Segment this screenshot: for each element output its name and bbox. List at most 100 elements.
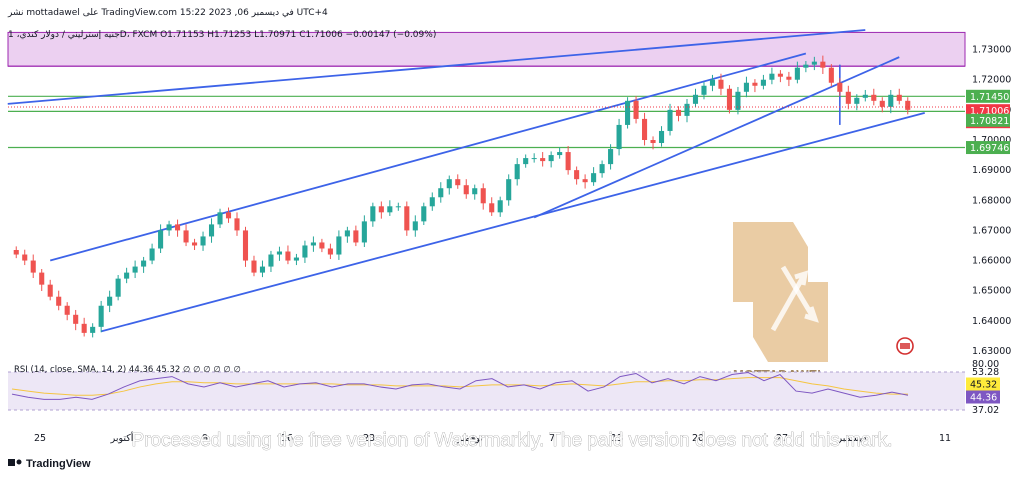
price-tick-label: 1.64000 [972,316,1011,327]
candle-body [820,61,826,68]
candle-body [582,179,588,183]
rsi-legend: RSI (14, close, SMA, 14, 2) 44.36 45.32 … [14,365,241,375]
candle-body [327,248,333,255]
trendline[interactable] [100,112,925,333]
candle-body [769,73,775,80]
candle-body [64,305,70,315]
candle-body [463,185,469,195]
candle-body [565,152,571,171]
canada-flag-icon[interactable] [896,337,914,355]
candle-body [234,218,240,231]
publish-line: نشر mottadawel على TradingView.com في دي… [7,8,328,18]
price-tick-label: 1.67000 [972,225,1011,236]
trendline[interactable] [7,29,866,105]
price-tag [966,113,1010,127]
candle-body [557,152,563,156]
candle-body [446,179,452,189]
candle-body [107,296,113,306]
price-tag-label: 1.71450 [970,92,1009,103]
candle-body [149,248,155,261]
candle-body [896,94,902,101]
candle-body [217,212,223,225]
candle-body [259,266,266,273]
candle-body [497,200,503,213]
candle-body [591,173,597,183]
candle-body [370,206,376,222]
candle-body [684,103,690,116]
candle-body [310,242,316,246]
time-tick-label: 7 [549,433,555,444]
time-tick-label: ديسمبر [837,433,867,444]
candle-body [158,230,164,249]
time-tick-label: نوفمبر [456,433,483,444]
candle-body [523,158,529,165]
trendline[interactable] [49,52,807,262]
candle-body [200,236,206,246]
candle-body [709,79,716,86]
candle-body [395,206,401,208]
candle-body [56,296,62,306]
candle-body [22,254,28,261]
candle-body [879,100,885,107]
rsi-tag [966,377,1000,391]
candle-body [141,260,147,267]
candle-body [183,230,189,243]
time-tick-label: 20 [692,433,704,444]
candle-body [837,82,843,92]
rsi-tick-label: 37.02 [972,405,999,416]
candle-body [616,124,622,150]
candle-body [361,221,367,243]
candle-body [854,97,860,104]
candle-body [786,76,792,80]
candle-body [387,206,393,213]
candle-body [276,251,282,255]
candles [13,55,911,338]
footer-brand: TradingView [26,458,91,470]
price-tick-label: 1.65000 [972,286,1011,297]
candle-body [39,272,45,285]
candle-body [642,118,648,140]
candle-body [506,179,512,201]
candle-body [514,164,520,180]
candle-body [302,245,308,258]
price-tick-label: 1.63000 [972,346,1011,357]
candle-body [455,179,461,186]
candle-body [208,224,215,237]
candle-body [803,64,809,68]
ohlc-line: جنيه إسترليني / دولار كندي، 1D، FXCM O1.… [8,30,436,40]
price-tick-label: 1.66000 [972,256,1011,267]
candle-body [285,251,291,261]
price-tag [966,89,1010,103]
rsi-line [11,371,909,400]
candle-body [752,82,758,86]
candle-body [175,224,181,231]
candle-body [268,254,274,267]
candle-body [412,221,418,231]
candle-body [905,100,911,110]
candle-body [658,130,665,144]
candle-body [540,158,546,162]
rsi-tag [966,390,1000,404]
candle-body [489,203,495,213]
time-tick-label: 13 [611,433,623,444]
candle-body [777,73,783,77]
candle-body [438,188,444,198]
rsi-tick-label: 53.28 [972,367,999,378]
trendline[interactable] [533,56,900,219]
price-tag-label: 1.69746 [970,143,1009,154]
candle-body [124,272,130,279]
candle-body [794,67,800,80]
price-tag-label: 1.71006 [970,106,1009,117]
candle-body [81,323,87,333]
candle-body [743,82,749,92]
time-tick-label: 23 [363,433,375,444]
candle-body [344,230,350,237]
candle-body [192,242,198,246]
resistance-zone [7,31,966,67]
time-axis[interactable]: 25 أكتوبر 9 16 23 نوفمبر 7 13 20 27 ديسمبر 11 [34,431,951,444]
candle-body [404,206,410,231]
time-tick-label: 16 [281,433,293,444]
